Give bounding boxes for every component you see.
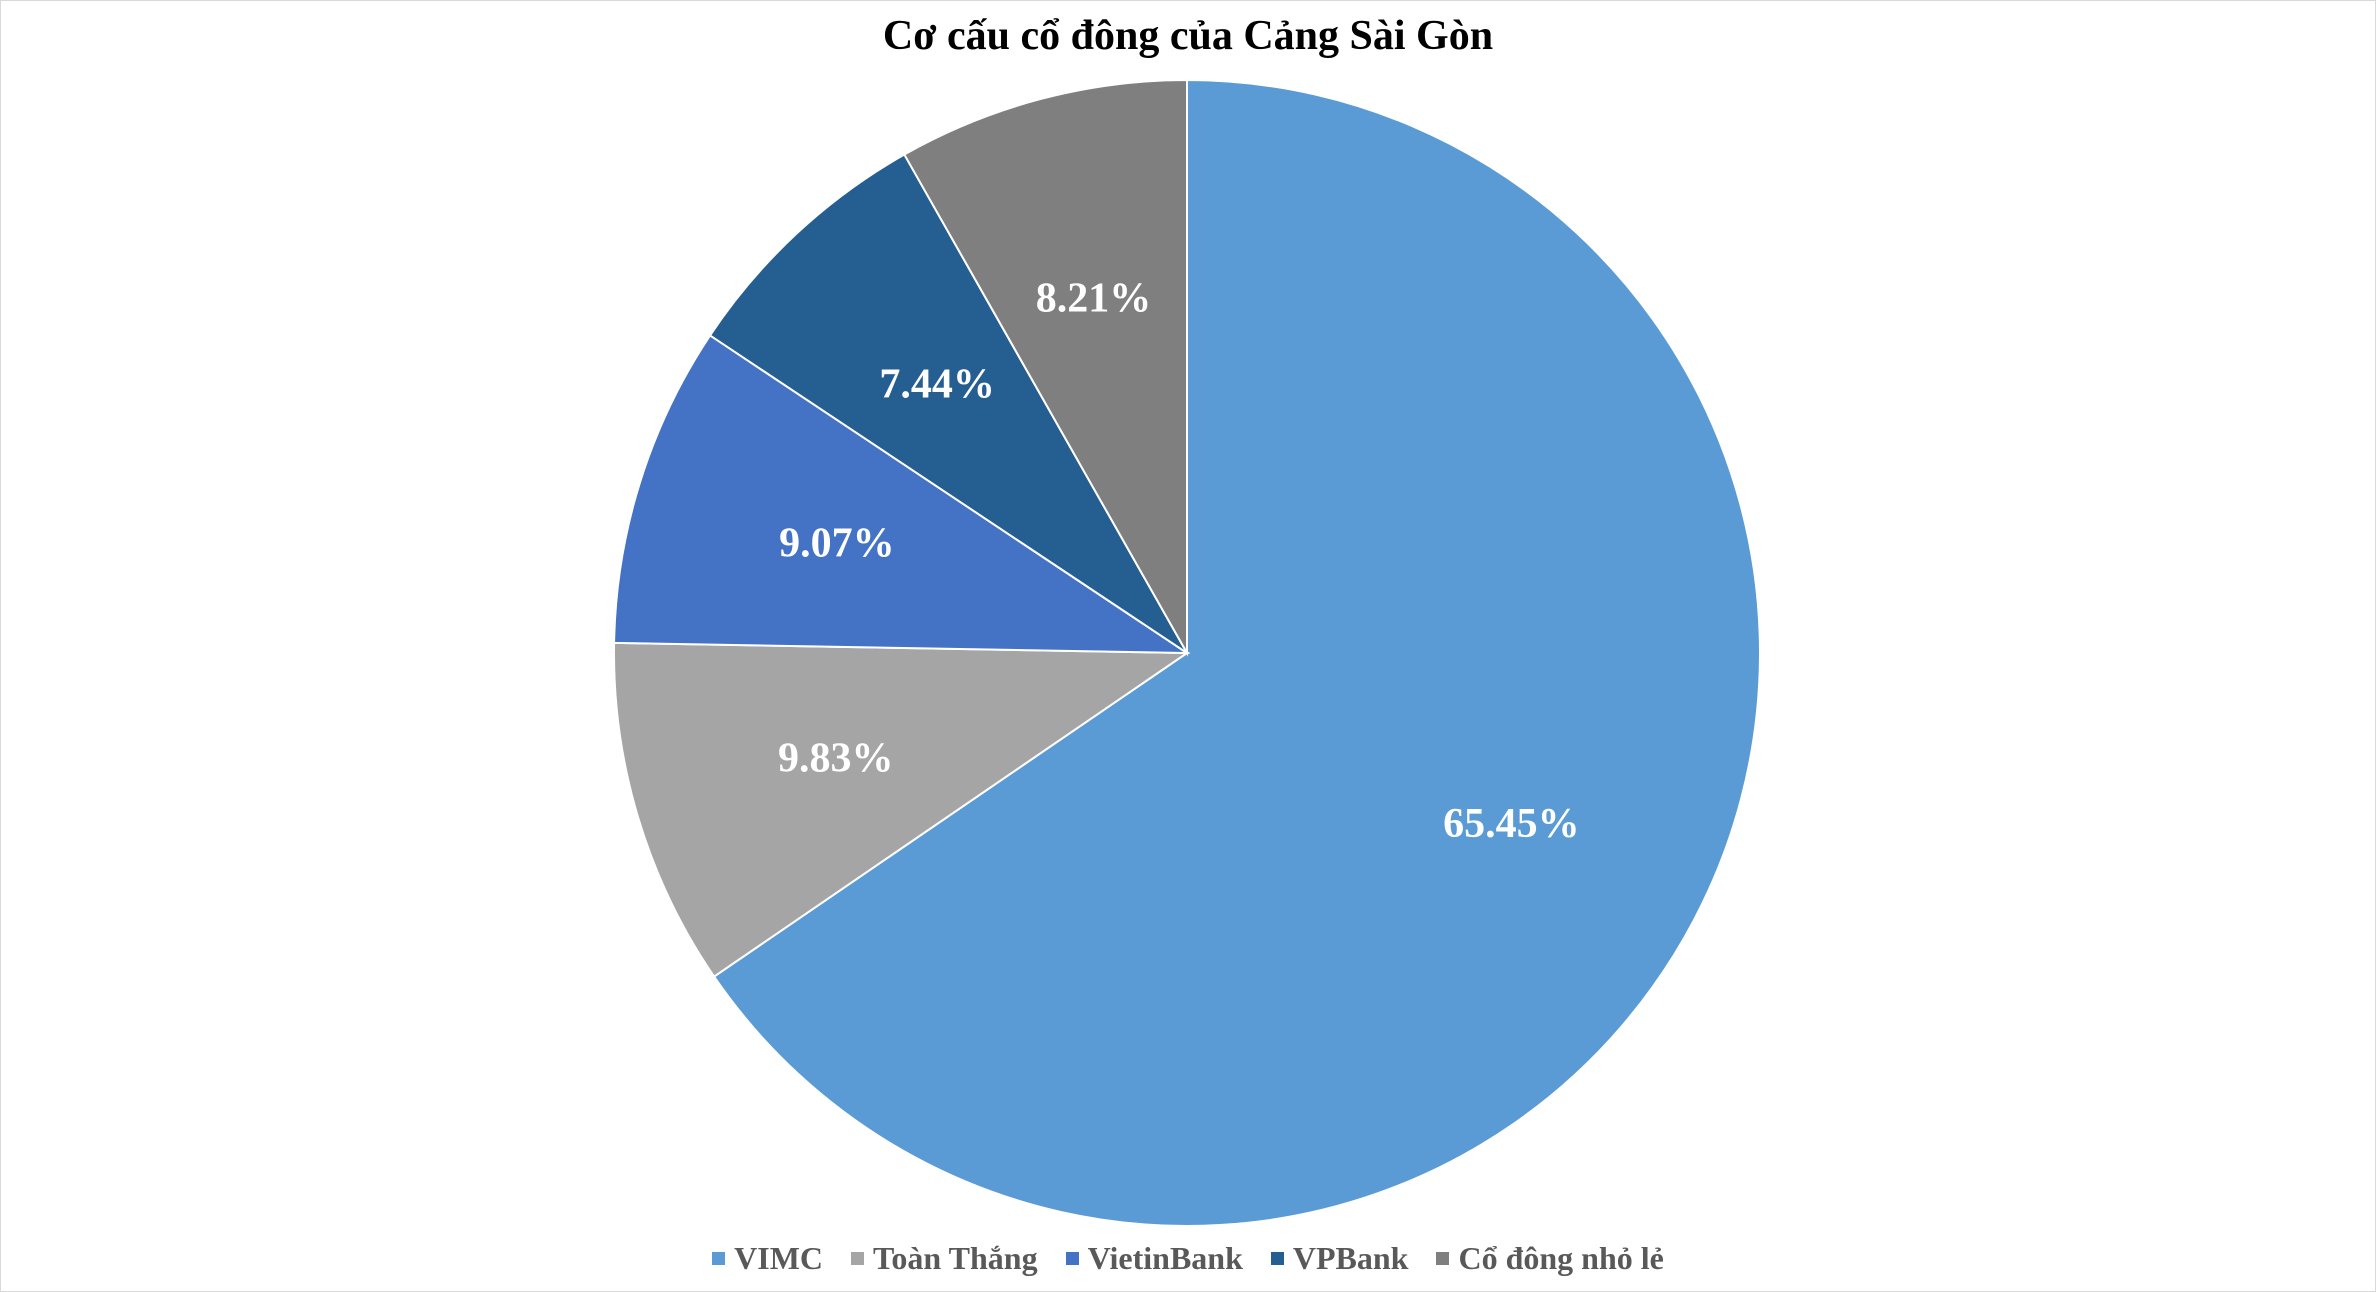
legend-item-vpbank: VPBank <box>1270 1240 1409 1277</box>
chart-title: Cơ cấu cổ đông của Cảng Sài Gòn <box>882 13 1494 59</box>
legend-label-co-dong-nho-le: Cổ đông nhỏ lẻ <box>1458 1240 1664 1276</box>
pie-slice-vpbank <box>708 153 1188 654</box>
legend-swatch-co-dong-nho-le <box>1436 1252 1450 1265</box>
pie-slices <box>613 78 1761 1227</box>
pie-slice-vietinbank <box>613 334 1191 655</box>
legend-item-co-dong-nho-le: Cổ đông nhỏ lẻ <box>1436 1240 1664 1277</box>
pie-data-labels: 65.45% 9.83% 9.07% 7.44% 8.21% <box>778 275 1580 847</box>
legend-swatch-vietinbank <box>1065 1252 1079 1265</box>
pie-slice-co-dong-nho-le <box>902 78 1188 657</box>
data-label-vimc: 65.45% <box>1443 801 1580 847</box>
data-label-vietinbank: 9.07% <box>779 521 895 567</box>
legend-swatch-vimc <box>712 1252 726 1265</box>
data-label-co-dong-nho-le: 8.21% <box>1036 275 1152 321</box>
legend-label-vimc: VIMC <box>734 1240 824 1276</box>
legend-label-toan-thang: Toàn Thắng <box>873 1240 1038 1276</box>
legend-label-vietinbank: VietinBank <box>1087 1240 1243 1276</box>
legend-swatch-toan-thang <box>851 1252 865 1265</box>
legend-swatch-vpbank <box>1270 1252 1284 1265</box>
legend-item-toan-thang: Toàn Thắng <box>851 1240 1038 1277</box>
data-label-vpbank: 7.44% <box>879 362 995 408</box>
pie-slice-toan-thang <box>613 641 1191 978</box>
legend-item-vimc: VIMC <box>712 1240 823 1277</box>
legend-item-vietinbank: VietinBank <box>1065 1240 1243 1277</box>
pie-slice-vimc <box>712 78 1761 1227</box>
data-label-toan-thang: 9.83% <box>778 735 894 781</box>
chart-legend: VIMC Toàn Thắng VietinBank VPBank Cổ đông nh… <box>0 1240 2376 1277</box>
legend-label-vpbank: VPBank <box>1292 1240 1409 1276</box>
